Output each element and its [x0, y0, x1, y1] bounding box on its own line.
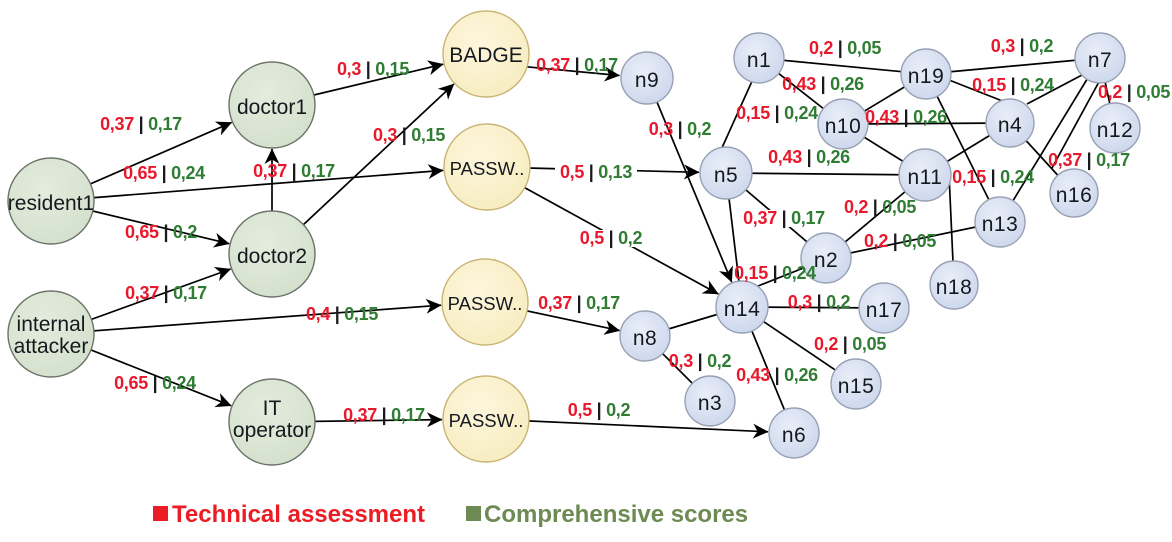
svg-text:0,3 | 0,2: 0,3 | 0,2 — [991, 36, 1054, 56]
svg-text:n10: n10 — [825, 115, 862, 138]
svg-text:0,43 | 0,26: 0,43 | 0,26 — [768, 147, 850, 167]
svg-text:0,65 | 0,24: 0,65 | 0,24 — [123, 163, 205, 183]
svg-text:0,37 | 0,17: 0,37 | 0,17 — [536, 55, 618, 75]
svg-text:0,37 | 0,17: 0,37 | 0,17 — [538, 293, 620, 313]
svg-text:n4: n4 — [998, 114, 1022, 137]
svg-text:0,65 | 0,24: 0,65 | 0,24 — [114, 373, 196, 393]
svg-text:doctor2: doctor2 — [237, 245, 307, 268]
svg-text:0,37 | 0,17: 0,37 | 0,17 — [343, 405, 425, 425]
svg-text:n12: n12 — [1097, 119, 1134, 142]
svg-text:0,15 | 0,24: 0,15 | 0,24 — [736, 103, 818, 123]
svg-text:n5: n5 — [714, 164, 738, 187]
svg-text:0,37 | 0,17: 0,37 | 0,17 — [253, 161, 335, 181]
svg-text:0,43 | 0,26: 0,43 | 0,26 — [865, 107, 947, 127]
svg-text:doctor1: doctor1 — [237, 96, 307, 119]
svg-text:internal: internal — [17, 313, 86, 336]
svg-text:0,2 | 0,05: 0,2 | 0,05 — [814, 334, 886, 354]
svg-text:n14: n14 — [724, 298, 761, 321]
svg-text:n18: n18 — [936, 276, 973, 299]
svg-text:0,15 | 0,24: 0,15 | 0,24 — [734, 263, 816, 283]
svg-text:n11: n11 — [908, 166, 943, 189]
svg-text:0,43 | 0,26: 0,43 | 0,26 — [736, 365, 818, 385]
svg-text:n8: n8 — [633, 327, 657, 350]
svg-text:0,37 | 0,17: 0,37 | 0,17 — [100, 114, 182, 134]
svg-text:0,4 | 0,15: 0,4 | 0,15 — [306, 304, 378, 324]
svg-text:0,15 | 0,24: 0,15 | 0,24 — [952, 167, 1034, 187]
svg-text:0,5 | 0,2: 0,5 | 0,2 — [568, 400, 631, 420]
svg-text:Technical assessment: Technical assessment — [172, 501, 425, 528]
svg-text:n15: n15 — [838, 375, 875, 398]
svg-text:0,3 | 0,15: 0,3 | 0,15 — [373, 125, 445, 145]
svg-text:n16: n16 — [1056, 184, 1093, 207]
svg-text:0,5 | 0,2: 0,5 | 0,2 — [580, 228, 643, 248]
svg-text:IT: IT — [263, 397, 282, 420]
svg-text:0,5 | 0,13: 0,5 | 0,13 — [560, 162, 632, 182]
svg-text:0,2 | 0,05: 0,2 | 0,05 — [809, 38, 881, 58]
svg-text:PASSW..: PASSW.. — [449, 410, 524, 431]
svg-text:n17: n17 — [866, 299, 903, 322]
svg-text:0,2 | 0,05: 0,2 | 0,05 — [1098, 82, 1170, 102]
svg-text:PASSW..: PASSW.. — [448, 293, 523, 314]
svg-text:PASSW..: PASSW.. — [450, 158, 525, 179]
svg-text:0,2 | 0,05: 0,2 | 0,05 — [844, 197, 916, 217]
svg-text:n1: n1 — [747, 49, 771, 72]
svg-text:attacker: attacker — [14, 335, 89, 358]
svg-text:Comprehensive scores: Comprehensive scores — [484, 501, 748, 528]
svg-text:0,3 | 0,2: 0,3 | 0,2 — [649, 119, 712, 139]
svg-text:0,37 | 0,17: 0,37 | 0,17 — [125, 283, 207, 303]
svg-text:operator: operator — [233, 419, 311, 442]
svg-text:n13: n13 — [982, 213, 1019, 236]
svg-text:BADGE: BADGE — [449, 44, 523, 67]
svg-text:0,65 | 0,2: 0,65 | 0,2 — [125, 222, 197, 242]
svg-text:0,2 | 0,05: 0,2 | 0,05 — [864, 231, 936, 251]
svg-text:0,37 | 0,17: 0,37 | 0,17 — [1048, 150, 1130, 170]
svg-text:0,43 | 0,26: 0,43 | 0,26 — [782, 74, 864, 94]
svg-text:0,3 | 0,2: 0,3 | 0,2 — [669, 351, 732, 371]
svg-text:n19: n19 — [908, 65, 945, 88]
svg-text:0,15 | 0,24: 0,15 | 0,24 — [972, 75, 1054, 95]
svg-text:n3: n3 — [698, 392, 722, 415]
svg-text:0,3 | 0,15: 0,3 | 0,15 — [337, 59, 409, 79]
svg-text:n2: n2 — [814, 249, 838, 272]
svg-text:n7: n7 — [1088, 49, 1112, 72]
svg-text:n9: n9 — [635, 69, 659, 92]
svg-text:n6: n6 — [782, 424, 806, 447]
svg-text:resident1: resident1 — [8, 192, 94, 215]
svg-text:0,3 | 0,2: 0,3 | 0,2 — [788, 292, 851, 312]
svg-text:0,37 | 0,17: 0,37 | 0,17 — [743, 208, 825, 228]
